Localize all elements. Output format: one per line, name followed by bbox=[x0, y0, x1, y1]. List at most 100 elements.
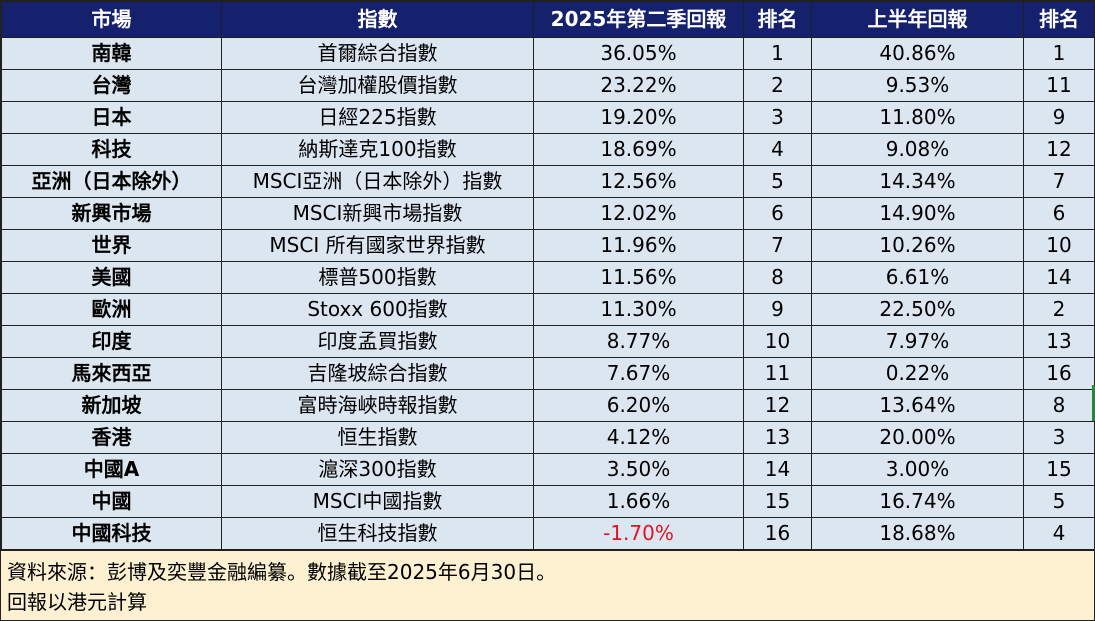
cell-market: 香港 bbox=[1, 421, 222, 454]
cell-q2-rank: 8 bbox=[743, 261, 812, 294]
cell-q2-rank: 14 bbox=[743, 453, 812, 486]
cell-h1-rank: 9 bbox=[1023, 101, 1095, 134]
source-note: 資料來源：彭博及奕豐金融編纂。數據截至2025年6月30日。 bbox=[7, 560, 557, 584]
header-q2-rank: 排名 bbox=[743, 1, 812, 38]
table-row: 馬來西亞 吉隆坡綜合指數 7.67% 11 0.22% 16 bbox=[1, 357, 1095, 390]
cell-q2-return: 12.56% bbox=[533, 165, 744, 198]
cell-h1-return: 6.61% bbox=[811, 261, 1024, 294]
cell-h1-return: 16.74% bbox=[811, 485, 1024, 518]
cell-h1-rank: 11 bbox=[1023, 69, 1095, 102]
table-row: 台灣 台灣加權股價指數 23.22% 2 9.53% 11 bbox=[1, 69, 1095, 102]
cell-q2-rank: 6 bbox=[743, 197, 812, 230]
cell-h1-rank: 14 bbox=[1023, 261, 1095, 294]
cell-q2-rank: 11 bbox=[743, 357, 812, 390]
cell-q2-rank: 16 bbox=[743, 517, 812, 550]
cell-h1-rank: 5 bbox=[1023, 485, 1095, 518]
cell-q2-rank: 9 bbox=[743, 293, 812, 326]
cell-q2-rank: 7 bbox=[743, 229, 812, 262]
table-row: 美國 標普500指數 11.56% 8 6.61% 14 bbox=[1, 261, 1095, 294]
table-row: 中國 MSCI中國指數 1.66% 15 16.74% 5 bbox=[1, 485, 1095, 518]
cell-h1-rank: 6 bbox=[1023, 197, 1095, 230]
cell-h1-return: 9.53% bbox=[811, 69, 1024, 102]
cell-index: 標普500指數 bbox=[221, 261, 534, 294]
cell-h1-return: 0.22% bbox=[811, 357, 1024, 390]
cell-market: 台灣 bbox=[1, 69, 222, 102]
cell-q2-return: 11.30% bbox=[533, 293, 744, 326]
cell-market: 中國A bbox=[1, 453, 222, 486]
table-row: 日本 日經225指數 19.20% 3 11.80% 9 bbox=[1, 101, 1095, 134]
header-index: 指數 bbox=[221, 1, 534, 38]
cell-h1-rank: 1 bbox=[1023, 37, 1095, 70]
cell-q2-return: 8.77% bbox=[533, 325, 744, 358]
header-h1-rank: 排名 bbox=[1023, 1, 1095, 38]
header-q2-return: 2025年第二季回報 bbox=[533, 1, 744, 38]
cell-q2-rank: 12 bbox=[743, 389, 812, 422]
cell-market: 馬來西亞 bbox=[1, 357, 222, 390]
cell-market: 亞洲（日本除外） bbox=[1, 165, 222, 198]
cell-h1-return: 7.97% bbox=[811, 325, 1024, 358]
cell-q2-rank: 2 bbox=[743, 69, 812, 102]
cell-market: 南韓 bbox=[1, 37, 222, 70]
cell-h1-return: 13.64% bbox=[811, 389, 1024, 422]
cell-h1-return: 3.00% bbox=[811, 453, 1024, 486]
cell-h1-return: 20.00% bbox=[811, 421, 1024, 454]
table-row: 新興市場 MSCI新興市場指數 12.02% 6 14.90% 6 bbox=[1, 197, 1095, 230]
table-row: 香港 恒生指數 4.12% 13 20.00% 3 bbox=[1, 421, 1095, 454]
cell-q2-rank: 1 bbox=[743, 37, 812, 70]
currency-note: 回報以港元計算 bbox=[7, 590, 147, 614]
cell-market: 歐洲 bbox=[1, 293, 222, 326]
table-footnote: 資料來源：彭博及奕豐金融編纂。數據截至2025年6月30日。 回報以港元計算 bbox=[1, 550, 1094, 620]
cell-q2-return: 36.05% bbox=[533, 37, 744, 70]
cell-q2-return: 12.02% bbox=[533, 197, 744, 230]
table-row: 中國A 滬深300指數 3.50% 14 3.00% 15 bbox=[1, 453, 1095, 486]
cell-index: 首爾綜合指數 bbox=[221, 37, 534, 70]
cell-q2-return: 3.50% bbox=[533, 453, 744, 486]
cell-index: 納斯達克100指數 bbox=[221, 133, 534, 166]
cell-h1-rank: 15 bbox=[1023, 453, 1095, 486]
header-h1-return: 上半年回報 bbox=[811, 1, 1024, 38]
cell-h1-return: 14.34% bbox=[811, 165, 1024, 198]
cell-q2-rank: 4 bbox=[743, 133, 812, 166]
cell-index: 恒生科技指數 bbox=[221, 517, 534, 550]
cell-h1-return: 11.80% bbox=[811, 101, 1024, 134]
cell-index: Stoxx 600指數 bbox=[221, 293, 534, 326]
cell-market: 印度 bbox=[1, 325, 222, 358]
cell-q2-return: 6.20% bbox=[533, 389, 744, 422]
cell-q2-return: 23.22% bbox=[533, 69, 744, 102]
cell-index: 日經225指數 bbox=[221, 101, 534, 134]
cell-h1-return: 40.86% bbox=[811, 37, 1024, 70]
table-row: 科技 納斯達克100指數 18.69% 4 9.08% 12 bbox=[1, 133, 1095, 166]
cell-q2-return: 19.20% bbox=[533, 101, 744, 134]
cell-h1-rank: 4 bbox=[1023, 517, 1095, 550]
cell-q2-return: 4.12% bbox=[533, 421, 744, 454]
cell-q2-rank: 13 bbox=[743, 421, 812, 454]
cell-q2-return: 18.69% bbox=[533, 133, 744, 166]
cell-h1-rank: 12 bbox=[1023, 133, 1095, 166]
table-header-row: 市場 指數 2025年第二季回報 排名 上半年回報 排名 bbox=[1, 1, 1095, 38]
table-row: 印度 印度孟買指數 8.77% 10 7.97% 13 bbox=[1, 325, 1095, 358]
selection-edge-marker bbox=[1092, 385, 1095, 421]
cell-q2-return: 11.56% bbox=[533, 261, 744, 294]
table-row: 新加坡 富時海峽時報指數 6.20% 12 13.64% 8 bbox=[1, 389, 1095, 422]
cell-q2-return: 1.66% bbox=[533, 485, 744, 518]
market-returns-table: 市場 指數 2025年第二季回報 排名 上半年回報 排名 南韓 首爾綜合指數 3… bbox=[1, 1, 1095, 550]
cell-index: MSCI中國指數 bbox=[221, 485, 534, 518]
header-market: 市場 bbox=[1, 1, 222, 38]
table-row: 亞洲（日本除外） MSCI亞洲（日本除外）指數 12.56% 5 14.34% … bbox=[1, 165, 1095, 198]
cell-h1-return: 14.90% bbox=[811, 197, 1024, 230]
cell-market: 中國 bbox=[1, 485, 222, 518]
cell-h1-rank: 16 bbox=[1023, 357, 1095, 390]
table-row: 南韓 首爾綜合指數 36.05% 1 40.86% 1 bbox=[1, 37, 1095, 70]
cell-h1-return: 9.08% bbox=[811, 133, 1024, 166]
table-row: 中國科技 恒生科技指數 -1.70% 16 18.68% 4 bbox=[1, 517, 1095, 550]
cell-market: 日本 bbox=[1, 101, 222, 134]
cell-q2-return: 7.67% bbox=[533, 357, 744, 390]
cell-h1-rank: 13 bbox=[1023, 325, 1095, 358]
cell-market: 新興市場 bbox=[1, 197, 222, 230]
cell-market: 世界 bbox=[1, 229, 222, 262]
cell-index: 吉隆坡綜合指數 bbox=[221, 357, 534, 390]
table-row: 世界 MSCI 所有國家世界指數 11.96% 7 10.26% 10 bbox=[1, 229, 1095, 262]
cell-market: 中國科技 bbox=[1, 517, 222, 550]
cell-index: MSCI 所有國家世界指數 bbox=[221, 229, 534, 262]
